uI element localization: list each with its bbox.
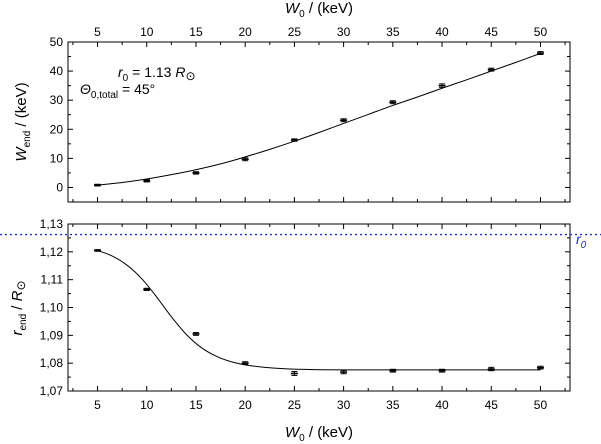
y-tick-label: 1,12 <box>40 245 64 259</box>
data-point <box>536 51 544 56</box>
x-tick-label: 15 <box>189 398 203 412</box>
y-tick-label: 20 <box>50 122 64 136</box>
x-tick-label: 40 <box>435 398 449 412</box>
bottom-data-points <box>94 249 544 376</box>
top-panel-top-axis-ticks: 5 10 15 20 25 30 35 40 45 50 <box>94 25 547 39</box>
bottom-panel-x-ticks: 5 10 15 20 25 30 35 40 45 50 <box>72 224 566 412</box>
data-point <box>389 100 397 105</box>
bottom-plot-frame <box>67 223 571 392</box>
y-tick-label: 40 <box>50 64 64 78</box>
y-tick-label: 1,13 <box>40 217 64 231</box>
y-tick-label: 1,10 <box>40 301 64 315</box>
top-fit-curve-group <box>97 52 541 186</box>
bottom-x-axis-title: W0 / (keV) <box>285 424 353 444</box>
top-data-points <box>94 51 544 187</box>
bottom-fit-curve-group <box>97 249 541 371</box>
top-panel: 5 10 15 20 25 30 35 40 45 50 0 10 20 30 40 50 W0 / (ke… <box>13 0 571 203</box>
top-axis-tick-label: 35 <box>386 25 400 39</box>
y-tick-label: 1,11 <box>41 273 64 287</box>
top-axis-tick-label: 30 <box>337 25 351 39</box>
x-tick-label: 25 <box>288 398 302 412</box>
top-axis-tick-label: 10 <box>140 25 154 39</box>
data-point <box>94 183 102 187</box>
data-point <box>143 179 151 183</box>
data-point <box>143 287 151 292</box>
data-point <box>389 368 397 373</box>
fit-curve <box>97 52 541 186</box>
x-tick-label: 10 <box>140 398 154 412</box>
x-tick-label: 50 <box>534 398 548 412</box>
bottom-panel: 5 10 15 20 25 30 35 40 45 50 1,07 1,08 1,09 1,10 1,11… <box>0 217 601 444</box>
top-axis-tick-label: 45 <box>485 25 499 39</box>
bottom-y-axis-title: rend / R⊙ <box>9 280 29 335</box>
data-point <box>438 83 446 88</box>
data-point <box>94 249 102 252</box>
data-point <box>192 171 200 175</box>
top-axis-tick-label: 15 <box>189 25 203 39</box>
data-point <box>340 118 348 123</box>
y-tick-label: 50 <box>50 35 64 49</box>
top-axis-tick-label: 40 <box>435 25 449 39</box>
data-point <box>340 369 348 375</box>
top-axis-tick-label: 25 <box>288 25 302 39</box>
x-tick-label: 30 <box>337 398 351 412</box>
data-point <box>438 368 446 373</box>
y-tick-label: 1,08 <box>40 356 64 370</box>
top-panel-y-ticks: 0 10 20 30 40 50 <box>50 35 570 194</box>
annotation-theta: Θ0,total = 45° <box>80 81 155 101</box>
data-point <box>192 332 200 336</box>
x-tick-label: 45 <box>485 398 499 412</box>
fit-curve <box>97 249 541 371</box>
data-point <box>536 365 544 370</box>
x-tick-label: 35 <box>386 398 400 412</box>
top-axis-title: W0 / (keV) <box>285 0 353 20</box>
y-tick-label: 10 <box>50 151 64 165</box>
top-axis-tick-label: 5 <box>94 25 101 39</box>
top-axis-tick-label: 20 <box>238 25 252 39</box>
data-point <box>241 361 249 366</box>
data-point <box>487 67 495 72</box>
y-tick-label: 1,09 <box>40 328 64 342</box>
x-tick-label: 5 <box>94 398 101 412</box>
y-tick-label: 0 <box>56 180 63 194</box>
x-tick-label: 20 <box>238 398 252 412</box>
top-panel-x-ticks <box>72 42 566 202</box>
data-point <box>487 366 495 372</box>
y-tick-label: 1,07 <box>40 384 64 398</box>
bottom-panel-y-ticks: 1,07 1,08 1,09 1,10 1,11 1,12 1,13 <box>40 217 570 398</box>
y-tick-label: 30 <box>50 93 64 107</box>
data-point <box>241 157 249 162</box>
annotation-r0: r0 = 1.13 R⊙ <box>118 64 196 84</box>
top-axis-tick-label: 50 <box>534 25 548 39</box>
r0-reference-label: r0 <box>576 231 587 251</box>
data-point <box>290 138 298 142</box>
top-y-axis-title: Wend / (keV) <box>13 82 33 161</box>
data-point <box>290 371 298 376</box>
